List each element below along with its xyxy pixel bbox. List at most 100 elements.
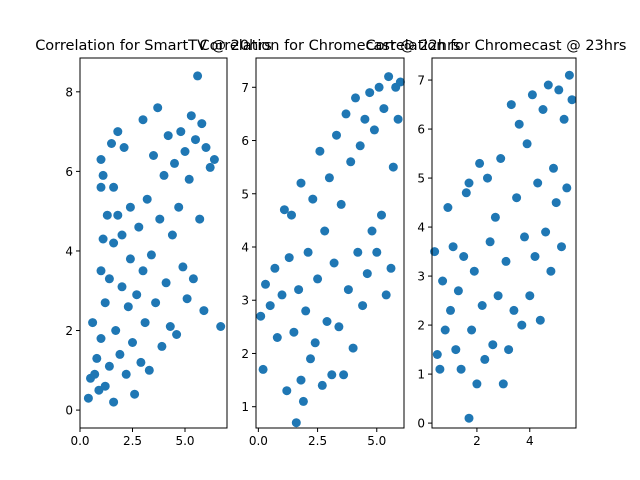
scatter-point — [313, 274, 323, 284]
scatter-point — [125, 254, 135, 264]
scatter-point — [543, 80, 553, 90]
scatter-point — [172, 330, 182, 339]
subplot-smarttv-20hrs: 0.0 2.5 5.0 0 2 4 6 8 Correlation for SmartTV @… — [35, 38, 272, 448]
y-tick-label: 6 — [65, 165, 73, 179]
scatter-point — [107, 139, 116, 148]
scatter-point — [151, 298, 161, 308]
scatter-point — [111, 326, 121, 335]
y-tick-label: 4 — [417, 221, 425, 235]
ticks-layer: 0.0 2.5 5.0 0 2 4 6 8 — [65, 85, 194, 448]
scatter-point — [167, 230, 177, 240]
scatter-point — [365, 88, 375, 98]
scatter-point — [440, 325, 450, 335]
scatter-point — [386, 263, 396, 273]
scatter-point — [341, 109, 351, 119]
scatter-point — [98, 170, 108, 180]
scatter-point — [197, 119, 207, 129]
y-tick-label: 3 — [241, 294, 249, 308]
subplot-chromecast-23hrs: 2 4 0 1 2 3 4 5 6 7 Correlation for Chromecast @ … — [366, 38, 627, 448]
subplot-chromecast-22hrs: 0.0 2.5 5.0 1 2 3 4 5 6 7 Correlation for Chromec… — [200, 38, 461, 448]
scatter-point — [201, 143, 211, 152]
scatter-point — [520, 232, 529, 242]
scatter-point — [296, 375, 306, 385]
scatter-point — [435, 364, 445, 374]
scatter-point — [351, 93, 360, 103]
scatter-point — [564, 70, 574, 80]
scatter-point — [360, 114, 370, 124]
scatter-point — [121, 369, 131, 379]
scatter-point — [501, 256, 511, 266]
scatter-point — [336, 199, 346, 209]
scatter-point — [554, 85, 564, 95]
scatter-point — [533, 178, 543, 188]
scatter-point — [327, 370, 337, 380]
scatter-point — [193, 71, 203, 81]
scatter-point — [170, 158, 179, 168]
y-tick-label: 1 — [417, 368, 425, 382]
y-tick-label: 1 — [241, 400, 249, 414]
scatter-point — [362, 269, 372, 279]
y-tick-label: 5 — [241, 187, 249, 201]
scatter-point — [291, 418, 301, 428]
scatter-point — [367, 226, 377, 236]
scatter-point — [448, 242, 458, 252]
y-tick-label: 2 — [241, 347, 249, 361]
scatter-point — [261, 279, 270, 289]
chart-title: Correlation for SmartTV @ 20hrs — [35, 38, 272, 54]
axes-frame — [79, 57, 228, 429]
scatter-point — [506, 100, 516, 110]
y-tick-label: 4 — [241, 240, 249, 254]
scatter-point — [530, 252, 540, 261]
scatter-point — [109, 182, 119, 192]
scatter-point — [195, 214, 205, 224]
scatter-point — [456, 364, 466, 374]
scatter-point — [551, 198, 561, 208]
scatter-point — [123, 302, 133, 312]
scatter-point — [132, 290, 142, 300]
x-tick-label: 4 — [526, 434, 534, 448]
scatter-point — [443, 203, 453, 212]
scatter-point — [104, 274, 114, 284]
scatter-point — [155, 214, 165, 224]
scatter-point — [289, 327, 299, 337]
scatter-point — [178, 262, 188, 272]
scatter-point — [395, 77, 405, 87]
scatter-point — [186, 111, 196, 121]
x-tick-label: 0.0 — [70, 434, 89, 448]
scatter-point — [216, 322, 226, 331]
scatter-point — [475, 158, 485, 168]
scatter-point — [115, 349, 125, 359]
scatter-point — [161, 278, 171, 288]
scatter-point — [490, 212, 500, 222]
scatter-point — [320, 226, 330, 236]
scatter-point — [96, 182, 106, 192]
scatter-point — [136, 357, 146, 367]
y-tick-label: 4 — [65, 244, 73, 258]
scatter-point — [128, 338, 137, 347]
scatter-point — [83, 393, 93, 403]
scatter-point — [265, 301, 275, 311]
scatter-point — [96, 266, 106, 276]
scatter-point — [176, 127, 186, 137]
scatter-point — [339, 370, 349, 380]
points-layer — [83, 71, 226, 407]
scatter-point — [308, 194, 318, 204]
chart-title: Correlation for Chromecast @ 23hrs — [366, 38, 627, 54]
scatter-point — [467, 325, 477, 335]
scatter-point — [469, 266, 479, 276]
scatter-point — [296, 178, 306, 188]
scatter-point — [332, 130, 341, 140]
scatter-point — [104, 361, 114, 371]
scatter-point — [256, 311, 266, 321]
scatter-point — [541, 227, 551, 237]
y-tick-label: 5 — [417, 172, 425, 186]
y-tick-label: 7 — [241, 81, 249, 95]
scatter-point — [343, 285, 353, 295]
scatter-point — [315, 146, 325, 156]
scatter-point — [461, 188, 471, 198]
scatter-point — [287, 210, 296, 220]
points-layer — [430, 70, 577, 423]
scatter-point — [334, 322, 344, 332]
scatter-point — [100, 298, 110, 308]
scatter-point — [369, 125, 379, 135]
